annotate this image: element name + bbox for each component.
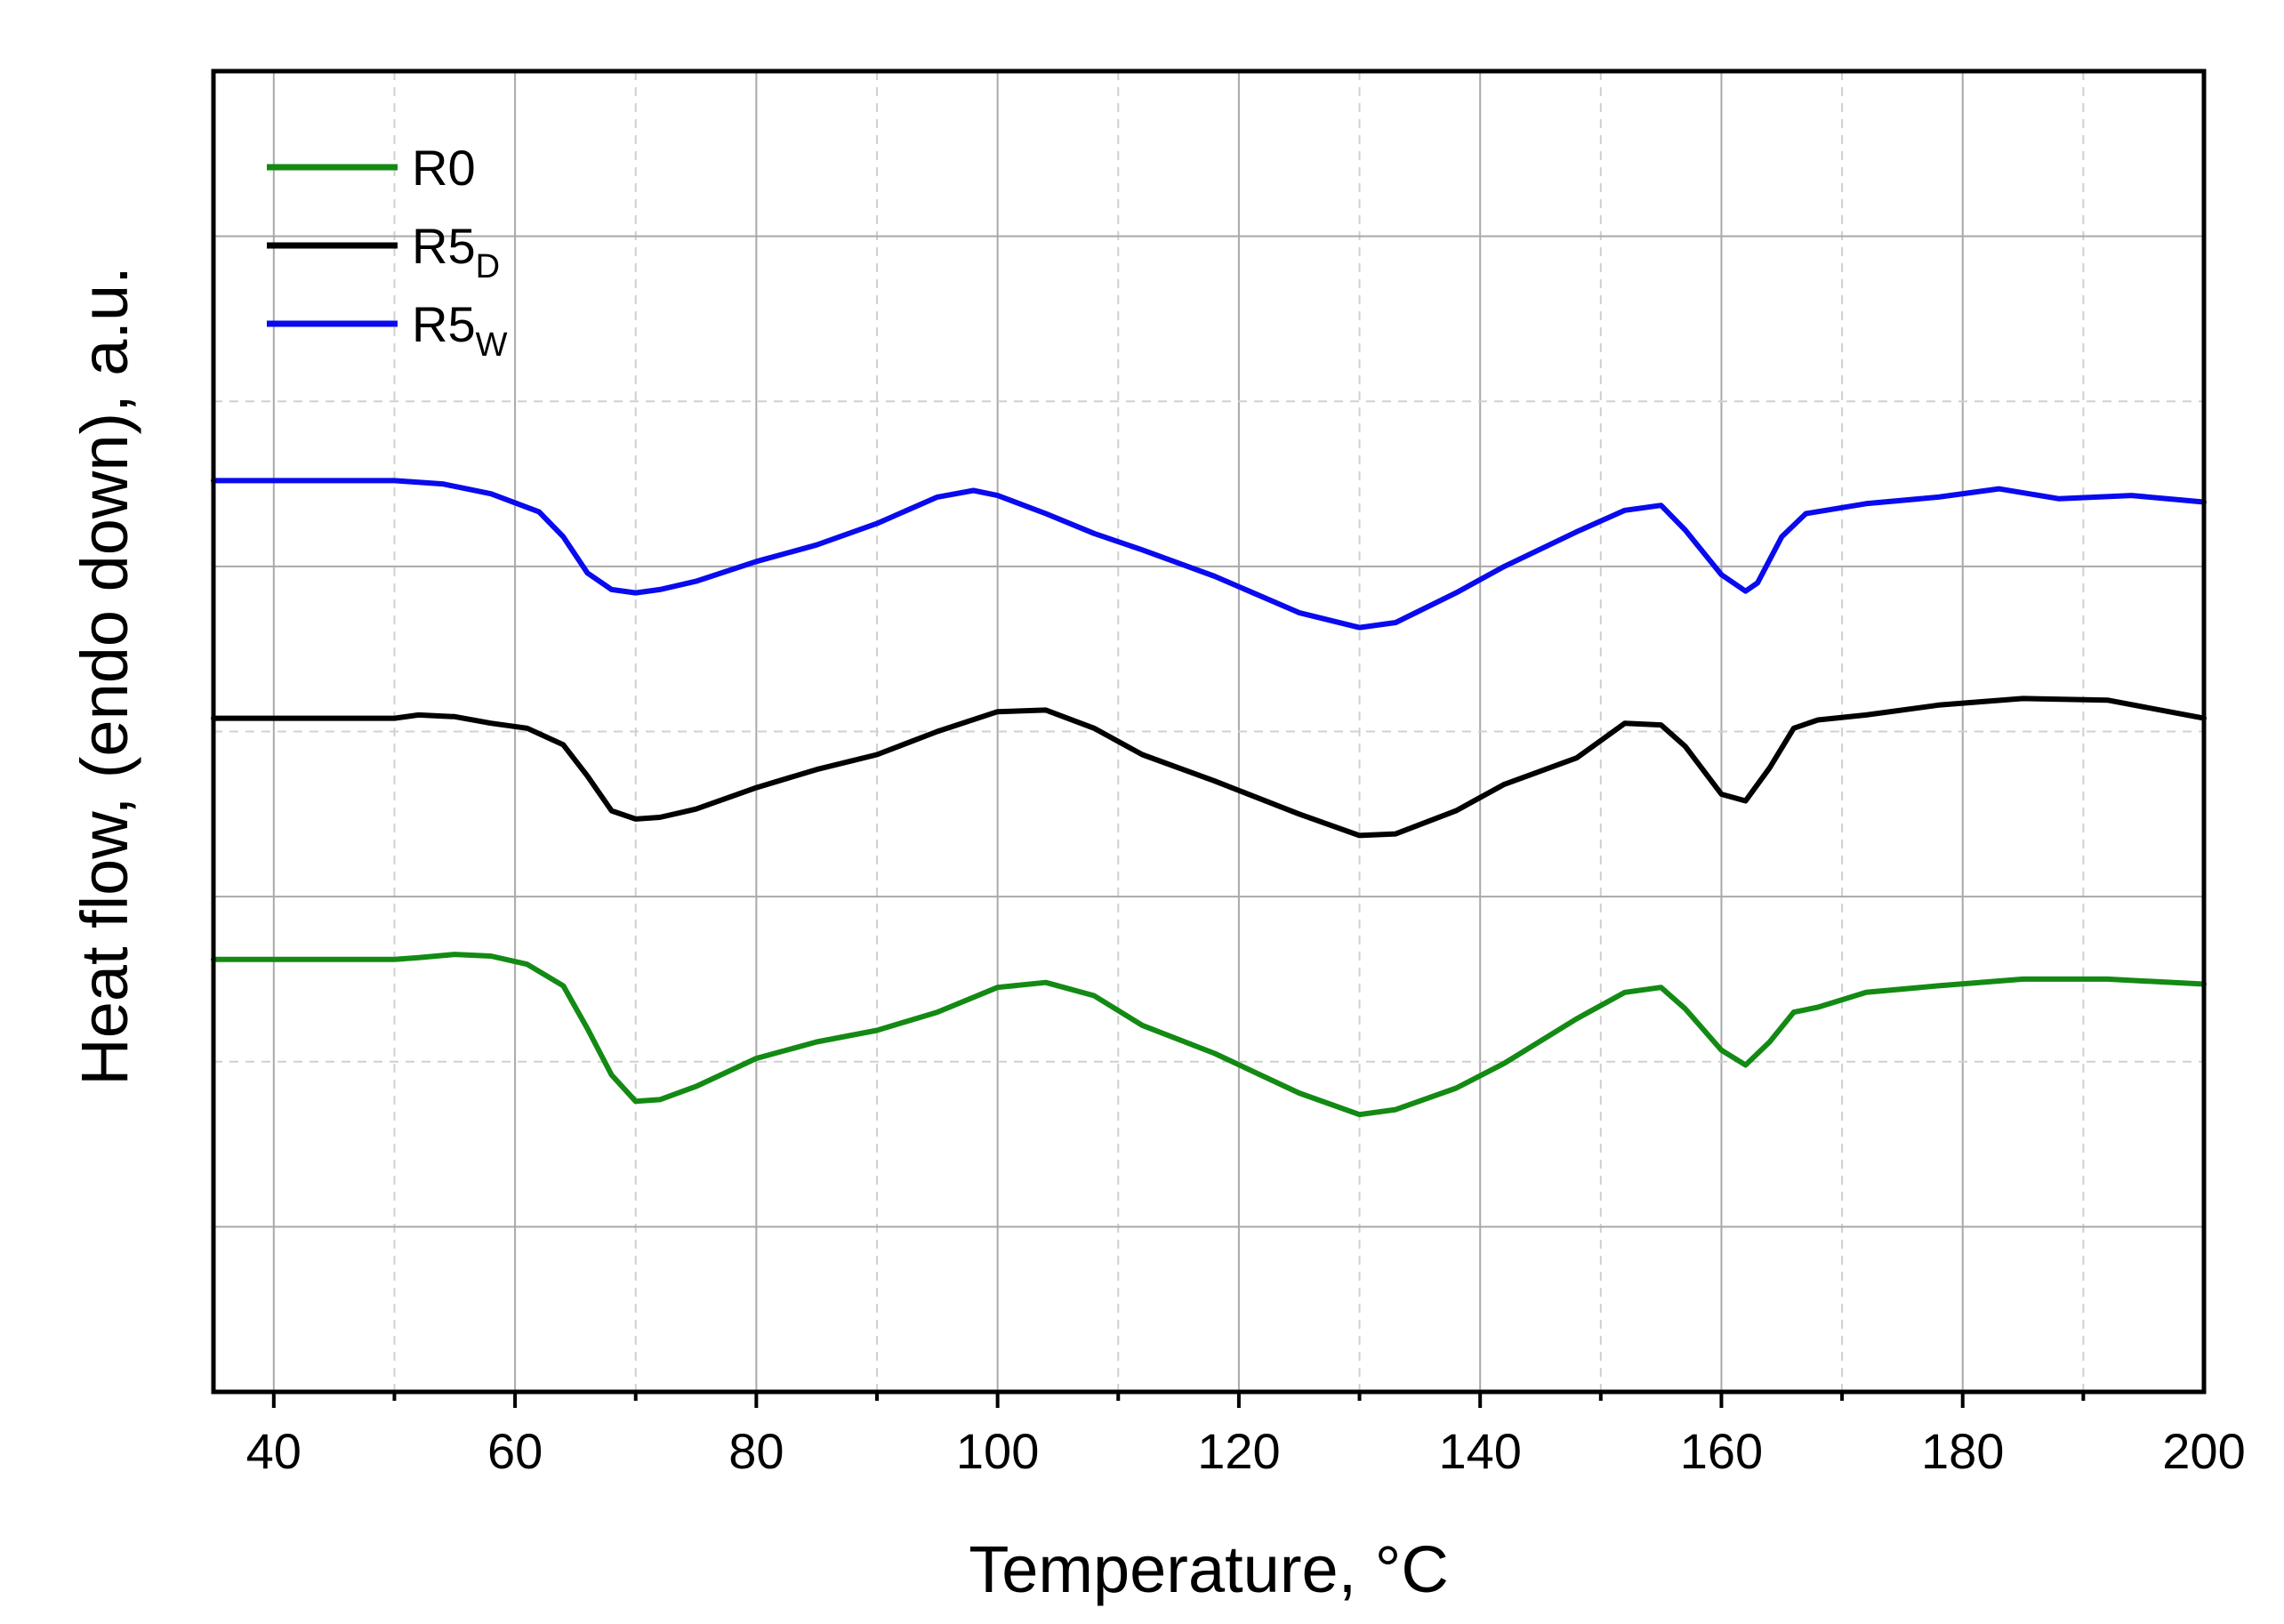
x-tick-label: 40 (246, 1423, 302, 1479)
x-axis-title: Temperature, °C (969, 1532, 1449, 1606)
y-axis-title: Heat flow, (endo down), a.u. (68, 266, 141, 1085)
series-line-r0 (211, 952, 2207, 1118)
series-group (211, 478, 2207, 1118)
grid-lines (213, 71, 2204, 1392)
legend-label-r0: R0 (412, 140, 476, 196)
series-line-r5-w (211, 478, 2207, 631)
plot-frame (211, 68, 2207, 1395)
x-tick-label: 120 (1197, 1423, 1280, 1479)
x-tick-label: 100 (956, 1423, 1039, 1479)
x-tick-label: 80 (728, 1423, 784, 1479)
legend: R0 R5D R5W (267, 140, 508, 364)
axis-ticks (271, 1392, 2086, 1408)
legend-label-r5-w: R5W (412, 296, 508, 364)
x-tick-label: 160 (1680, 1423, 1763, 1479)
x-tick-label: 140 (1438, 1423, 1521, 1479)
x-tick-labels: 40 60 80 100 120 140 160 180 200 (246, 1423, 2246, 1479)
x-tick-label: 60 (487, 1423, 543, 1479)
x-tick-label: 180 (1921, 1423, 2004, 1479)
x-tick-label: 200 (2162, 1423, 2245, 1479)
series-line-r5-d (211, 695, 2207, 839)
legend-label-r5-d: R5D (412, 218, 500, 285)
